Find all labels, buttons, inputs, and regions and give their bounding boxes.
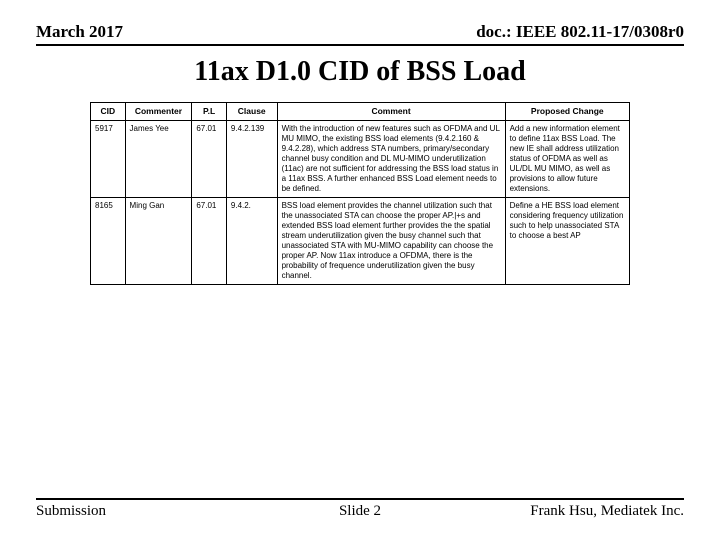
cell-commenter: James Yee: [125, 120, 192, 197]
footer-slide: Slide 2: [339, 503, 381, 520]
footer-bar: Submission Slide 2 Frank Hsu, Mediatek I…: [36, 498, 684, 520]
col-clause: Clause: [226, 103, 277, 121]
col-pl: P.L: [192, 103, 227, 121]
col-proposed: Proposed Change: [505, 103, 629, 121]
cell-clause: 9.4.2.: [226, 197, 277, 284]
cell-pl: 67.01: [192, 197, 227, 284]
col-commenter: Commenter: [125, 103, 192, 121]
cell-proposed: Add a new information element to define …: [505, 120, 629, 197]
cell-cid: 8165: [91, 197, 126, 284]
cell-comment: BSS load element provides the channel ut…: [277, 197, 505, 284]
col-comment: Comment: [277, 103, 505, 121]
cid-table: CID Commenter P.L Clause Comment Propose…: [90, 102, 630, 285]
cell-clause: 9.4.2.139: [226, 120, 277, 197]
page-title: 11ax D1.0 CID of BSS Load: [36, 56, 684, 88]
footer-right: Frank Hsu, Mediatek Inc.: [530, 503, 684, 520]
cell-commenter: Ming Gan: [125, 197, 192, 284]
header-bar: March 2017 doc.: IEEE 802.11-17/0308r0: [36, 22, 684, 46]
col-cid: CID: [91, 103, 126, 121]
cell-comment: With the introduction of new features su…: [277, 120, 505, 197]
table-row: 5917 James Yee 67.01 9.4.2.139 With the …: [91, 120, 630, 197]
cell-pl: 67.01: [192, 120, 227, 197]
table-header-row: CID Commenter P.L Clause Comment Propose…: [91, 103, 630, 121]
header-docnum: doc.: IEEE 802.11-17/0308r0: [476, 22, 684, 42]
cell-proposed: Define a HE BSS load element considering…: [505, 197, 629, 284]
table-row: 8165 Ming Gan 67.01 9.4.2. BSS load elem…: [91, 197, 630, 284]
footer-left: Submission: [36, 503, 106, 520]
cell-cid: 5917: [91, 120, 126, 197]
header-date: March 2017: [36, 22, 123, 42]
